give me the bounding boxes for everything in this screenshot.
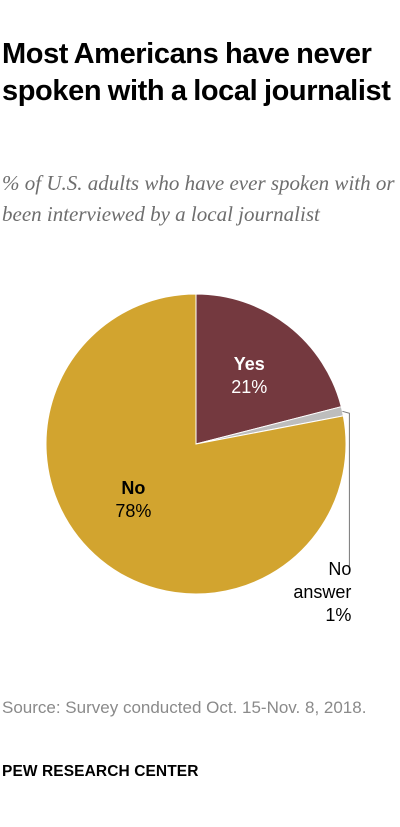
pie-category-label: answer [293,582,351,602]
pie-slice-no [45,293,347,595]
pie-category-label: No [121,478,145,498]
pie-slices [45,293,347,595]
pie-value-label: 21% [231,377,267,397]
pie-value-label: 78% [115,501,151,521]
pie-category-label: No [328,559,351,579]
pie-labels: Yes 21% No answer 1% No 78% [115,354,351,625]
pie-chart: Yes 21% No answer 1% No 78% [45,293,351,625]
pie-slice-yes [195,293,342,445]
pie-value-label: 1% [325,605,351,625]
pie-label-yes: Yes 21% [231,354,267,397]
pie-category-label: Yes [234,354,265,374]
source-note: Source: Survey conducted Oct. 15-Nov. 8,… [2,698,367,717]
chart-subtitle: % of U.S. adults who have ever spoken wi… [2,171,395,226]
pie-label-no: No 78% [115,478,151,521]
leader-line-no-answer [342,410,350,566]
chart-title: Most Americans have never spoken with a … [2,38,391,107]
pie-label-no-answer: No answer 1% [293,559,351,625]
brand-logo-text: PEW RESEARCH CENTER [2,763,199,780]
